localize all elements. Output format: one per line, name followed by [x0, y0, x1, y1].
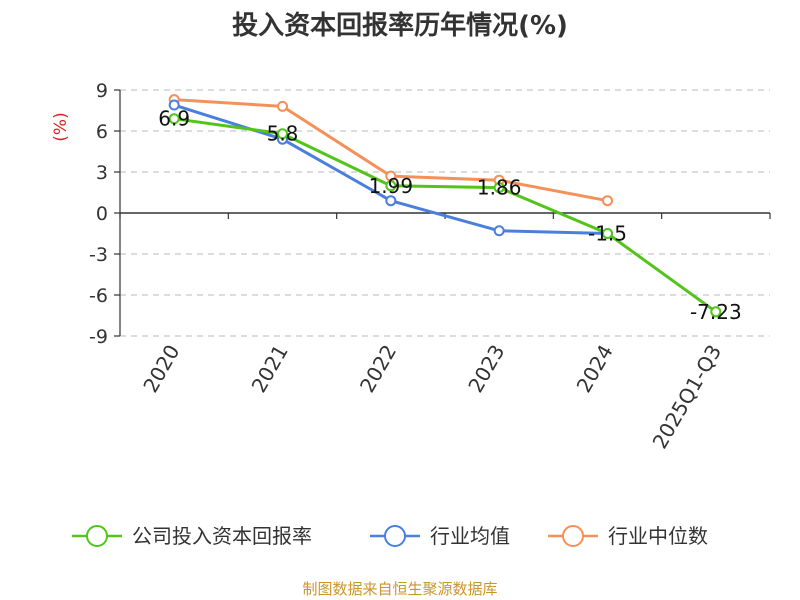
y-axis-label: (%) — [51, 112, 71, 141]
legend-label: 行业中位数 — [608, 524, 708, 548]
data-point — [602, 228, 613, 239]
data-point — [168, 99, 180, 111]
legend-marker-1 — [384, 525, 406, 547]
data-point — [277, 100, 288, 112]
series-lines — [168, 94, 722, 318]
x-tick-label: 2023 — [463, 340, 509, 396]
data-label: 1.99 — [369, 174, 414, 198]
series-line-0 — [173, 117, 717, 314]
y-tick-label: 3 — [96, 162, 108, 184]
data-point — [602, 195, 613, 207]
y-tick-label: 6 — [96, 121, 108, 143]
y-tick-label: -3 — [89, 244, 108, 266]
data-point — [710, 306, 722, 318]
source-note: 制图数据来自恒生聚源数据库 — [302, 580, 497, 598]
data-label: 1.86 — [477, 176, 522, 200]
x-tick-label: 2021 — [247, 341, 293, 397]
legend-marker-0 — [86, 525, 108, 547]
data-point — [385, 195, 397, 207]
y-tick-label: -6 — [89, 285, 108, 307]
chart-title: 投入资本回报率历年情况(%) — [232, 10, 568, 41]
data-point — [385, 180, 397, 192]
x-tick-label: 2025Q1-Q3 — [647, 341, 726, 453]
y-tick-label: -9 — [89, 326, 108, 348]
data-labels: 6.9 5.8 1.99 1.86 -1.5 -7.23 — [158, 107, 741, 324]
data-point — [168, 113, 180, 125]
x-tick-label: 2022 — [355, 341, 401, 397]
legend-label: 公司投入资本回报率 — [132, 524, 312, 548]
x-tick-label: 2020 — [138, 341, 184, 397]
data-label: -7.23 — [690, 300, 742, 324]
data-point — [493, 225, 505, 237]
data-label: 6.9 — [158, 107, 190, 131]
data-label: 5.8 — [267, 122, 299, 146]
series-line-1 — [173, 103, 608, 235]
gridlines — [120, 89, 770, 337]
x-tick-label: 2024 — [572, 341, 618, 397]
y-tick-label: 9 — [96, 80, 108, 102]
axes: 9 6 3 0 -3 -6 -9 2020 2021 2022 2023 2024 2025Q1-Q3 — [89, 80, 771, 453]
legend-marker-2 — [562, 525, 584, 547]
data-point — [493, 182, 505, 194]
data-label: -1.5 — [588, 222, 627, 246]
legend: 公司投入资本回报率 行业均值 行业中位数 — [72, 524, 708, 548]
legend-label: 行业均值 — [430, 524, 510, 548]
y-tick-label: 0 — [96, 203, 108, 225]
data-point — [277, 128, 288, 140]
